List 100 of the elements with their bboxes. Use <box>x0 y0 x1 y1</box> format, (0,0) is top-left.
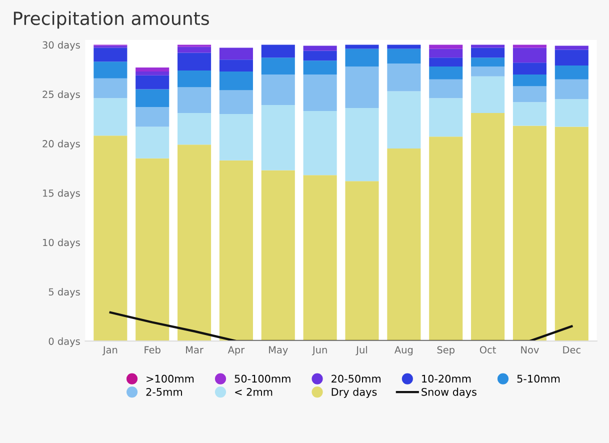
bar <box>136 68 170 72</box>
bar <box>471 58 505 67</box>
bar <box>219 160 253 342</box>
legend-label: Snow days <box>422 388 476 398</box>
legend-label: >100mm <box>146 374 194 383</box>
bar <box>554 99 588 127</box>
y-tick-label: 10 days <box>43 238 80 248</box>
bar <box>261 105 295 170</box>
y-tick-label: 15 days <box>43 189 80 199</box>
bar <box>94 136 128 342</box>
bar <box>303 175 337 342</box>
chart-title: Precipitation amounts <box>14 11 209 29</box>
legend-label: 2-5mm <box>146 388 182 396</box>
x-tick-label: Oct <box>480 346 496 354</box>
bar <box>219 71 253 90</box>
x-tick-label: Jan <box>102 346 118 356</box>
bar <box>345 66 379 108</box>
bar <box>219 90 253 114</box>
legend-label: 50-100mm <box>234 374 290 383</box>
legend-label: 20-50mm <box>332 374 380 383</box>
bar <box>512 86 547 102</box>
bar <box>471 66 505 76</box>
bar <box>219 60 253 72</box>
bar <box>471 76 505 113</box>
x-tick-label: May <box>269 346 288 356</box>
bar <box>554 79 588 100</box>
bar <box>554 126 588 342</box>
bar <box>178 87 212 113</box>
bar <box>94 62 128 78</box>
bar <box>471 112 505 342</box>
bar <box>345 181 379 342</box>
legend-label: Dry days <box>332 388 377 398</box>
bar <box>136 107 170 127</box>
bar <box>303 74 337 111</box>
x-tick-label: Sep <box>437 346 454 356</box>
bar <box>387 64 421 92</box>
bar <box>471 44 505 48</box>
bar <box>219 114 253 160</box>
bar <box>178 112 212 145</box>
x-tick-label: Dec <box>563 346 580 354</box>
bar <box>471 48 505 58</box>
x-tick-label: Jun <box>312 346 327 356</box>
bar <box>303 60 337 74</box>
bar <box>387 91 421 149</box>
bar <box>178 52 212 70</box>
bar <box>345 108 379 182</box>
bar <box>261 58 295 74</box>
bar <box>429 98 463 137</box>
bar <box>136 71 170 76</box>
bar <box>136 89 170 108</box>
bar <box>512 44 547 48</box>
bar <box>94 48 128 62</box>
x-tick-label: Jul <box>356 346 367 356</box>
y-tick-label: 25 days <box>42 90 80 100</box>
y-tick-label: 20 days <box>42 140 80 150</box>
bar <box>429 48 463 58</box>
bar <box>429 79 463 98</box>
bar <box>136 75 170 90</box>
y-tick-label: 0 days <box>48 337 80 347</box>
line-series <box>109 311 573 342</box>
x-tick-label: Nov <box>521 346 539 354</box>
bar <box>512 48 547 63</box>
bar <box>261 44 295 58</box>
bar <box>429 66 463 80</box>
bar <box>94 78 128 98</box>
x-tick-label: Mar <box>186 346 204 354</box>
bar <box>387 148 421 342</box>
legend-label: 5-10mm <box>517 374 560 383</box>
bar <box>429 58 463 67</box>
y-tick-label: 5 days <box>48 288 80 298</box>
bar <box>345 44 379 49</box>
bar <box>429 44 463 49</box>
bar <box>136 126 170 158</box>
bar <box>303 110 337 176</box>
bar <box>136 158 170 342</box>
bar <box>261 170 295 342</box>
x-tick-label: Aug <box>394 346 413 356</box>
bar <box>345 48 379 67</box>
legend-label: 10-20mm <box>422 374 471 383</box>
bar <box>387 48 421 64</box>
bar <box>261 74 295 106</box>
bar <box>429 136 463 342</box>
bar <box>219 48 253 60</box>
y-tick-label: 30 days <box>42 41 80 51</box>
legend-label: < 2mm <box>235 388 272 396</box>
bar <box>178 46 212 53</box>
bar <box>512 102 547 126</box>
bar <box>303 46 337 51</box>
bar <box>303 50 337 61</box>
bar <box>512 126 547 342</box>
bar <box>178 144 212 342</box>
bar <box>512 74 547 86</box>
bar <box>554 66 588 80</box>
bar <box>94 98 128 136</box>
x-tick-label: Feb <box>144 346 160 354</box>
bar <box>512 62 547 74</box>
bar <box>554 50 588 66</box>
bar <box>387 44 421 49</box>
x-tick-label: Apr <box>228 346 245 356</box>
bar <box>178 70 212 88</box>
